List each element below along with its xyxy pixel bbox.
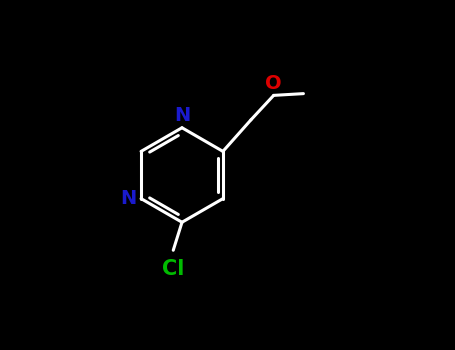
Text: N: N xyxy=(174,106,190,125)
Text: N: N xyxy=(121,189,137,208)
Text: Cl: Cl xyxy=(162,259,184,279)
Text: O: O xyxy=(265,74,282,93)
